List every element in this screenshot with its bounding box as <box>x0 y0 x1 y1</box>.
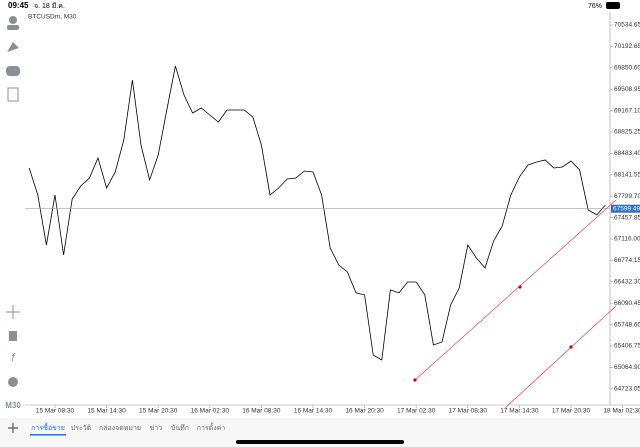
account-icon-body <box>7 25 19 30</box>
x-tick-label: 18 Mar 02:30 <box>603 408 640 415</box>
x-tick-label: 17 Mar 14:30 <box>500 408 539 415</box>
y-tick-label: 66432.30 <box>614 279 640 286</box>
x-tick-label: 16 Mar 14:30 <box>294 408 333 415</box>
home-indicator <box>236 440 404 444</box>
battery-icon <box>606 2 620 9</box>
timeframe[interactable]: M30 <box>5 401 21 410</box>
y-tick-label: 68825.25 <box>614 129 640 136</box>
trend-line <box>414 199 617 381</box>
trend-point <box>413 378 417 382</box>
chat-icon[interactable] <box>6 66 20 76</box>
active-tab-underline <box>30 434 66 436</box>
tab[interactable]: การซื้อขาย <box>31 421 65 432</box>
trade-icon[interactable] <box>7 42 19 52</box>
y-tick-label: 69508.95 <box>614 86 640 93</box>
x-tick-label: 16 Mar 02:30 <box>191 408 230 415</box>
trend-line <box>504 305 617 409</box>
plot: 64723.05 65064.90 65406.75 65748.60 66090.45… <box>25 22 640 415</box>
y-tick-label: 70192.65 <box>614 43 640 50</box>
x-tick-label: 16 Mar 08:30 <box>242 408 281 415</box>
trend-point <box>518 285 522 289</box>
tab[interactable]: กล่องจดหมาย <box>99 425 141 432</box>
y-tick-label: 67457.85 <box>614 214 640 221</box>
account-icon[interactable] <box>9 16 17 24</box>
y-tick-label: 69850.60 <box>614 65 640 72</box>
y-tick-label: 64723.05 <box>614 386 640 393</box>
y-tick-label: 68483.40 <box>614 150 640 157</box>
tab[interactable]: บันทึก <box>171 423 189 432</box>
tab[interactable]: ข่าว <box>150 425 163 432</box>
y-tick-label: 67116.00 <box>614 236 640 243</box>
x-tick-label: 15 Mar 14:30 <box>87 408 126 415</box>
x-tick-label: 15 Mar 08:30 <box>36 408 75 415</box>
y-tick-label: 65748.60 <box>614 321 640 328</box>
add-button[interactable] <box>8 423 18 433</box>
current-price-label: 67599.49 <box>613 205 640 212</box>
tab[interactable]: ประวัติ <box>71 424 92 432</box>
trend-point <box>569 345 573 349</box>
y-tick-label: 69167.10 <box>614 107 640 114</box>
x-tick-label: 17 Mar 20:30 <box>552 408 591 415</box>
crosshair-icon[interactable] <box>6 305 20 319</box>
y-tick-label: 66774.15 <box>614 257 640 264</box>
chart-title: BTCUSDm, M30 <box>28 14 77 21</box>
y-tick-label: 65064.90 <box>614 364 640 371</box>
status-date: จ. 18 มี.ค. <box>34 2 65 10</box>
y-tick-label: 66090.45 <box>614 300 640 307</box>
x-tick-label: 15 Mar 20:30 <box>139 408 178 415</box>
y-tick-label: 67799.70 <box>614 193 640 200</box>
new-order-icon[interactable] <box>7 87 19 102</box>
chart-type-icon[interactable] <box>9 331 17 341</box>
status-time: 09:45 <box>8 1 29 10</box>
indicators-icon[interactable]: f <box>11 352 15 364</box>
y-tick-label: 68141.55 <box>614 172 640 179</box>
status-battery: 76% <box>588 3 602 10</box>
tabs: การซื้อขาย ประวัติ กล่องจดหมาย ข่าว บันทึก กา… <box>30 421 225 436</box>
x-tick-label: 16 Mar 20:30 <box>345 408 384 415</box>
current-price-box <box>611 204 640 213</box>
y-tick-label: 70534.65 <box>614 22 640 29</box>
x-tick-label: 17 Mar 02:30 <box>397 408 436 415</box>
y-tick-label: 65406.75 <box>614 343 640 350</box>
tab[interactable]: การตั้งค่า <box>197 421 226 432</box>
price-line <box>28 65 606 361</box>
side-toolbar: f M30 <box>5 16 21 410</box>
objects-icon[interactable] <box>8 377 18 387</box>
x-tick-label: 17 Mar 08:30 <box>449 408 488 415</box>
